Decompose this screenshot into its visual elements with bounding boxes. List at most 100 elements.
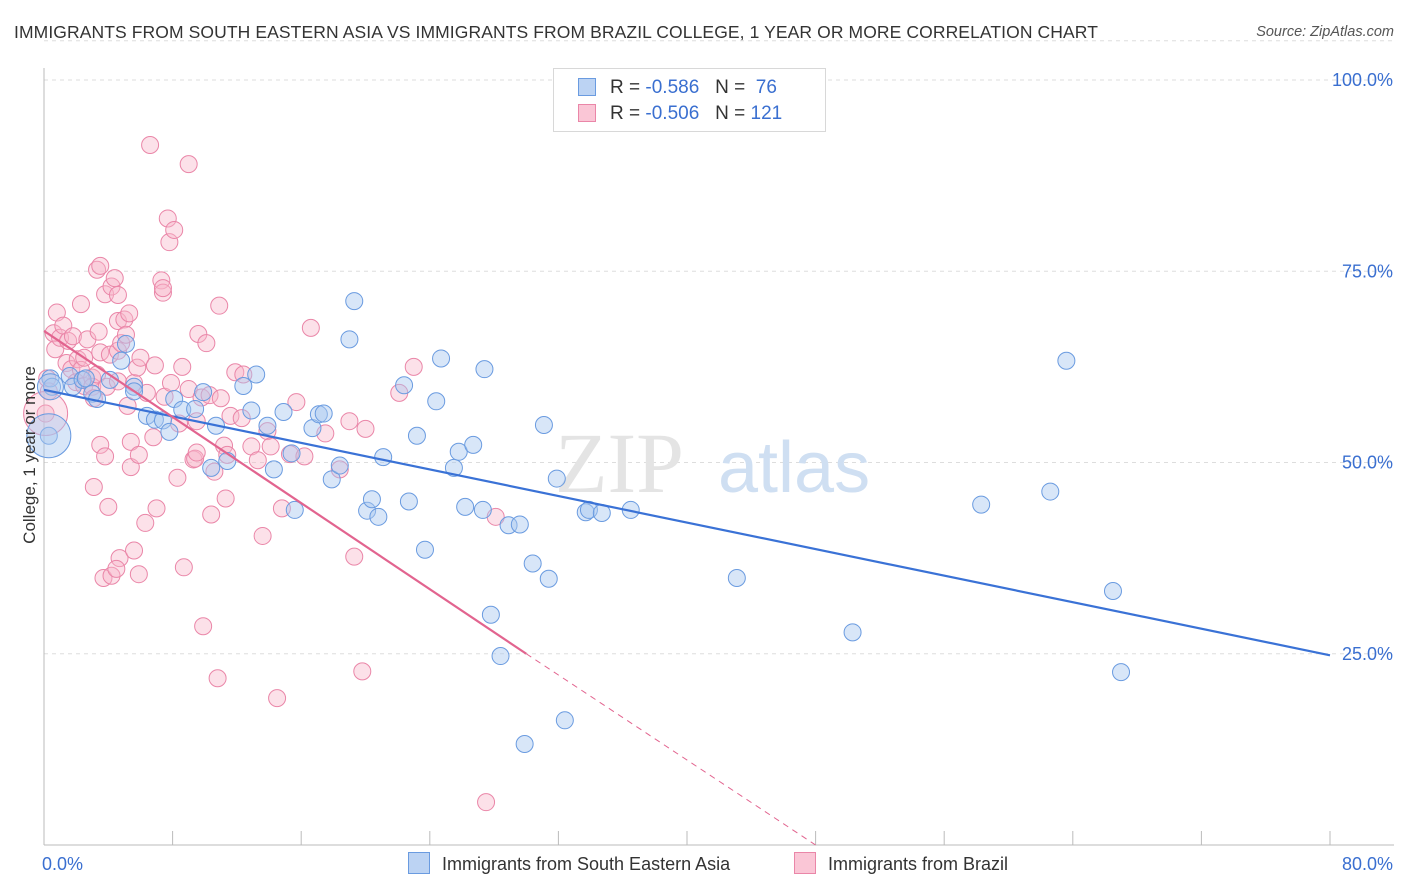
x-tick-label-min: 0.0%	[42, 854, 83, 874]
brazil-point-45	[120, 304, 139, 323]
sea-point-71	[843, 623, 862, 642]
trendlines	[43, 330, 1331, 846]
sea-point-36	[322, 470, 341, 489]
legend-n-label: N =	[715, 77, 746, 98]
brazil-point-85	[210, 296, 229, 315]
sea-point-24	[218, 451, 237, 470]
sea-point-medium	[36, 373, 64, 401]
sea-point-42	[369, 507, 388, 526]
brazil-point-102	[287, 393, 306, 412]
sea-point-22	[202, 458, 221, 477]
sea-point-64	[547, 469, 566, 488]
sea-point-61	[523, 554, 542, 573]
sea-point-55	[473, 500, 492, 519]
sea-point-56	[481, 605, 500, 624]
brazil-point-57	[145, 356, 164, 375]
legend-r-label: R =	[610, 103, 641, 124]
brazil-point-88	[216, 489, 235, 508]
brazil-point-5	[47, 303, 66, 322]
legend-r-value-sea: -0.586	[645, 77, 700, 98]
brazil-point-33	[99, 497, 118, 516]
sea-point-57	[491, 647, 510, 666]
brazil-point-55	[141, 136, 160, 155]
sea-point-10	[112, 351, 131, 370]
brazil-point-50	[128, 358, 147, 377]
sea-point-65	[555, 711, 574, 730]
sea-point-28	[258, 416, 277, 435]
sea-point-48	[427, 392, 446, 411]
sea-point-51	[449, 442, 468, 461]
sea-point-5	[73, 370, 92, 389]
sea-point-26	[242, 401, 261, 420]
sea-point-6	[76, 369, 95, 388]
brazil-point-56	[144, 428, 163, 447]
brazil-point-90	[221, 406, 240, 425]
bottom-legend-swatch-brazil	[794, 852, 816, 874]
brazil-trendline	[43, 330, 527, 655]
sea-point-70	[727, 569, 746, 588]
brazil-point-49	[125, 541, 144, 560]
sea-point-37	[330, 456, 349, 475]
brazil-point-75	[187, 443, 206, 462]
brazil-point-32	[96, 285, 115, 304]
brazil-point-51	[129, 445, 148, 464]
brazil-point-36	[108, 285, 127, 304]
sea-trendline	[43, 388, 1331, 657]
brazil-point-82	[202, 505, 221, 524]
correlation-legend: R = -0.586 N = 76 R = -0.506 N = 121	[553, 68, 826, 132]
brazil-point-107	[340, 412, 359, 431]
sea-point-32	[285, 500, 304, 519]
sea-point-25	[234, 377, 253, 395]
sea-point-74	[1057, 351, 1076, 370]
brazil-point-61	[153, 279, 172, 298]
watermark-atlas: atlas	[718, 428, 870, 508]
brazil-point-35	[105, 269, 124, 288]
bottom-legend-brazil: Immigrants from Brazil	[794, 852, 1008, 875]
legend-r-value-brazil: -0.506	[645, 103, 700, 124]
legend-n-label: N =	[715, 103, 746, 124]
sea-point-75	[1103, 582, 1122, 601]
x-tick-label-max: 80.0%	[1342, 854, 1393, 874]
sea-point-44	[395, 376, 414, 395]
brazil-point-66	[165, 220, 184, 239]
sea-point-large	[26, 413, 72, 459]
brazil-point-100	[272, 499, 291, 518]
sea-point-73	[1041, 482, 1060, 501]
brazil-point-11	[63, 327, 82, 346]
brazil-point-31	[91, 256, 110, 275]
brazil-point-74	[186, 449, 205, 468]
brazil-point-52	[131, 348, 150, 367]
grid	[44, 40, 1394, 655]
brazil-point-117	[107, 559, 126, 578]
sea-point-41	[362, 490, 381, 509]
brazil-point-69	[173, 357, 192, 376]
brazil-point-118	[129, 565, 148, 584]
x-tick-labels: 0.0% 80.0%	[42, 854, 1393, 874]
brazil-point-46	[121, 432, 140, 451]
legend-r-label: R =	[610, 77, 641, 98]
sea-point-60	[515, 735, 534, 754]
brazil-point-104	[301, 318, 320, 337]
sea-point-21	[194, 383, 213, 402]
y-tick-label-2: 75.0%	[1342, 261, 1393, 281]
brazil-point-65	[161, 373, 180, 392]
y-axis-label: College, 1 year or more	[20, 366, 39, 544]
brazil-points	[23, 136, 505, 812]
brazil-point-84	[208, 669, 227, 688]
watermark-zip: ZIP	[555, 415, 684, 511]
brazil-point-70	[174, 558, 193, 577]
brazil-point-71	[179, 155, 198, 174]
brazil-point-95	[248, 451, 267, 470]
brazil-trendline-extension	[525, 653, 816, 846]
brazil-point-86	[211, 389, 230, 408]
legend-row-brazil: R = -0.506 N = 121	[578, 103, 782, 127]
sea-point-62	[534, 416, 553, 435]
brazil-point-41	[112, 334, 131, 353]
bottom-legend-label-sea: Immigrants from South Eastern Asia	[442, 854, 731, 874]
y-tick-label-0: 25.0%	[1342, 644, 1393, 664]
sea-point-40	[358, 501, 377, 520]
y-tick-labels: 25.0% 50.0% 75.0% 100.0%	[1332, 70, 1393, 664]
sea-point-53	[464, 435, 483, 454]
legend-n-value-sea: 76	[755, 77, 777, 98]
